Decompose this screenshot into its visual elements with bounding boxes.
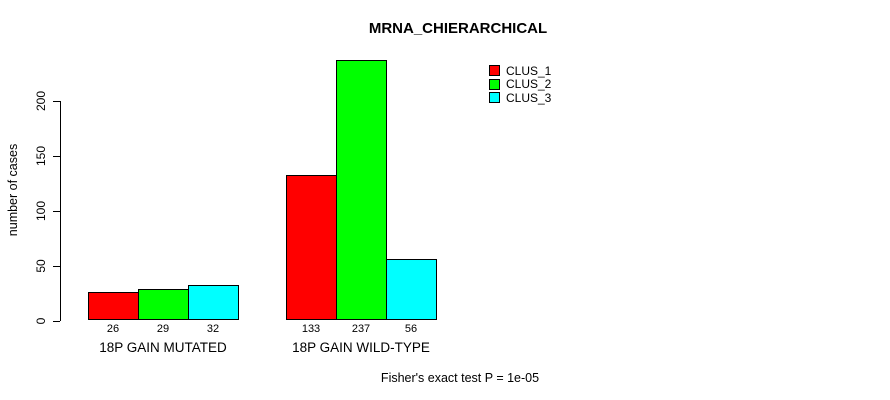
legend-item-clus_3: CLUS_3 xyxy=(489,91,551,105)
legend-label: CLUS_2 xyxy=(506,77,552,92)
legend: CLUS_1 CLUS_2 CLUS_3 xyxy=(489,64,551,105)
y-tick-label: 0 xyxy=(34,317,48,324)
category-label: 18P GAIN MUTATED xyxy=(99,340,227,355)
bar-clus_1-1 xyxy=(88,291,139,321)
y-tick-label: 150 xyxy=(34,145,48,166)
bar-value-label: 56 xyxy=(404,323,418,335)
legend-swatch-icon xyxy=(489,78,500,90)
legend-swatch-icon xyxy=(489,92,500,104)
y-tick-mark xyxy=(53,265,60,267)
y-tick-mark xyxy=(53,101,60,102)
y-tick-label: 100 xyxy=(34,200,48,221)
legend-swatch-icon xyxy=(489,65,500,77)
bar-clus_3-1 xyxy=(188,285,239,321)
legend-label: CLUS_3 xyxy=(506,90,552,105)
y-axis xyxy=(60,101,61,321)
y-tick-mark xyxy=(53,210,60,212)
chart-title: MRNA_CHIERARCHICAL xyxy=(368,20,548,37)
bar-value-label: 26 xyxy=(106,323,120,335)
legend-label: CLUS_1 xyxy=(506,63,552,78)
y-tick-label: 50 xyxy=(34,258,48,273)
bar-value-label: 29 xyxy=(156,323,170,335)
legend-item-clus_1: CLUS_1 xyxy=(489,64,551,78)
bar-clus_2-1 xyxy=(138,288,189,321)
bar-value-label: 133 xyxy=(301,323,321,335)
bar-clus_1-2 xyxy=(286,174,337,321)
legend-item-clus_2: CLUS_2 xyxy=(489,78,551,92)
bar-clus_3-2 xyxy=(386,259,437,321)
category-label: 18P GAIN WILD-TYPE xyxy=(292,340,430,355)
bar-value-label: 32 xyxy=(206,323,220,335)
y-tick-mark xyxy=(53,155,60,157)
annotation-text: Fisher's exact test P = 1e-05 xyxy=(380,371,540,385)
y-tick-label: 200 xyxy=(34,90,48,112)
bar-value-label: 237 xyxy=(351,323,371,335)
y-axis-label: number of cases xyxy=(6,143,20,237)
y-tick-mark xyxy=(53,320,60,322)
bar-clus_2-2 xyxy=(336,60,387,321)
